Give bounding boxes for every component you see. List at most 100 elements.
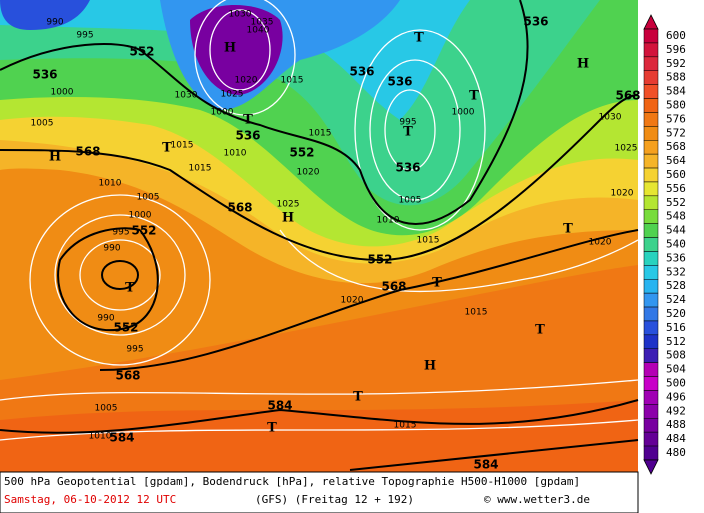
legend-label: 584 [666, 85, 686, 98]
map-label: 1020 [341, 296, 364, 306]
band-purple [190, 5, 283, 95]
map-label: 990 [103, 244, 120, 254]
map-label: 584 [267, 399, 292, 413]
legend-label: 552 [666, 196, 686, 209]
map-label: 1015 [281, 76, 304, 86]
legend-swatch [643, 70, 659, 85]
legend-label: 536 [666, 251, 686, 264]
band-teal [0, 0, 600, 206]
legend-label: 556 [666, 182, 686, 195]
map-label: H [282, 211, 294, 226]
legend-label: 576 [666, 112, 686, 125]
map-label: 568 [381, 280, 406, 294]
legend-label: 528 [666, 279, 686, 292]
map-label: 536 [349, 65, 374, 79]
legend-swatch [643, 195, 659, 211]
map-label: 536 [395, 161, 420, 175]
legend-label: 492 [666, 404, 686, 417]
map-label: 584 [109, 431, 134, 445]
footer-date: Samstag, 06-10-2012 12 UTC [4, 493, 176, 506]
legend-label: 596 [666, 43, 686, 56]
legend-swatch [643, 56, 659, 71]
map-label: 1010 [89, 432, 112, 442]
band-red-orange [0, 400, 638, 472]
map-label: 552 [289, 146, 314, 160]
legend-swatch [643, 320, 659, 336]
map-label: 552 [131, 224, 156, 238]
map-label: 1000 [129, 211, 152, 221]
map-label: 568 [615, 89, 640, 103]
map-label: H [224, 41, 236, 56]
legend-swatch [643, 28, 659, 44]
legend-swatch [643, 251, 659, 266]
map-label: 1020 [611, 189, 634, 199]
legend-label: 592 [666, 57, 686, 70]
legend-label: 568 [666, 140, 686, 153]
band-dark-blue [0, 0, 90, 30]
map-label: 1040 [247, 26, 270, 36]
map-label: 552 [129, 45, 154, 59]
map-label: 1000 [211, 108, 234, 118]
footer-description: 500 hPa Geopotential [gpdam], Bodendruck… [4, 475, 580, 488]
map-label: T [162, 141, 172, 156]
map-label: 990 [46, 18, 63, 28]
map-label: T [353, 390, 363, 405]
map-label: 1005 [399, 196, 422, 206]
legend-label: 500 [666, 377, 686, 390]
legend-swatch [643, 112, 659, 127]
legend-swatch [643, 167, 659, 183]
map-label: 552 [367, 253, 392, 267]
map-label: 584 [473, 458, 498, 472]
legend-label: 496 [666, 390, 686, 403]
legend-label: 532 [666, 265, 686, 278]
map-label: T [414, 31, 424, 46]
map-label: 995 [126, 345, 143, 355]
legend-label: 544 [666, 224, 686, 237]
map-label: 1010 [99, 179, 122, 189]
legend-swatch [643, 334, 659, 350]
map-label: 536 [523, 15, 548, 29]
map-label: 568 [227, 201, 252, 215]
legend-label: 560 [666, 168, 686, 181]
legend-swatch [643, 348, 659, 363]
map-label: T [403, 125, 413, 140]
legend-swatch [643, 42, 659, 58]
map-label: 1025 [615, 144, 638, 154]
legend-swatch [643, 209, 659, 224]
legend-label: 540 [666, 238, 686, 251]
legend-swatch [643, 292, 659, 308]
legend-label: 548 [666, 210, 686, 223]
map-label: 1015 [309, 129, 332, 139]
map-label: 1030 [599, 113, 622, 123]
legend-swatch [643, 306, 659, 322]
map-label: T [469, 89, 479, 104]
map-label: 1010 [377, 216, 400, 226]
map-label: 1030 [175, 91, 198, 101]
legend-label: 512 [666, 335, 686, 348]
map-label: 552 [113, 321, 138, 335]
legend-swatch [643, 418, 659, 433]
map-label: 1015 [171, 141, 194, 151]
map-label: 1020 [235, 76, 258, 86]
color-legend: 6005965925885845805765725685645605565525… [643, 14, 686, 475]
legend-swatch [643, 376, 659, 391]
map-label: 568 [75, 145, 100, 159]
legend-arrow-bottom [643, 459, 659, 475]
legend-swatch [643, 84, 659, 99]
map-label: H [577, 57, 589, 72]
map-label: 990 [97, 314, 114, 324]
map-label: 1030 [229, 10, 252, 20]
map-label: H [49, 150, 61, 165]
footer-credit: © www.wetter3.de [484, 493, 590, 506]
legend-swatch [643, 237, 659, 252]
legend-swatch [643, 223, 659, 238]
legend-label: 520 [666, 307, 686, 320]
map-label: T [432, 276, 442, 291]
footer-box [0, 471, 639, 513]
legend-label: 564 [666, 154, 686, 167]
legend-label: 572 [666, 126, 686, 139]
legend-label: 600 [666, 29, 686, 42]
map-label: 1015 [189, 164, 212, 174]
legend-arrow-top [643, 14, 659, 30]
